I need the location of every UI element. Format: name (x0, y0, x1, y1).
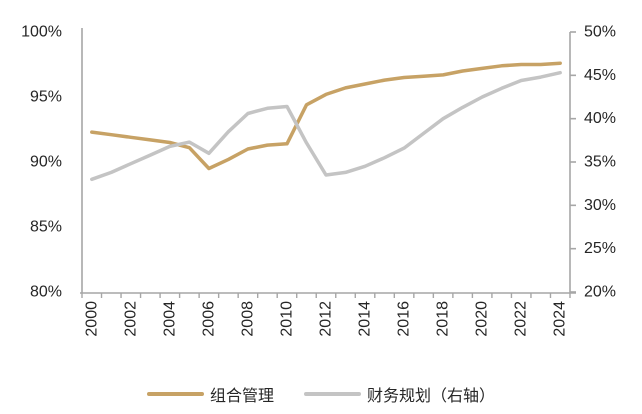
series-line-financial-planning (90, 70, 562, 182)
left-axis-tick-label: 90% (30, 154, 62, 171)
x-axis-tick-label: 2018 (435, 301, 452, 337)
x-axis-tick-label: 2004 (161, 301, 178, 337)
legend-label-portfolio: 组合管理 (209, 388, 274, 405)
x-axis-tick-label: 2006 (200, 301, 217, 337)
series-line-portfolio (90, 61, 562, 171)
right-axis-tick-label: 40% (584, 110, 616, 127)
x-axis-tick-label: 2016 (396, 301, 413, 337)
x-axis-tick-label: 2024 (552, 301, 569, 337)
chart-legend: 组合管理 财务规划（右轴） (0, 382, 642, 406)
left-axis-tick-label: 85% (30, 219, 62, 236)
x-axis-tick-label: 2000 (83, 301, 100, 337)
left-axis-tick-label: 100% (21, 24, 62, 41)
x-axis-tick-label: 2022 (513, 301, 530, 337)
right-axis-tick-label: 25% (584, 240, 616, 257)
x-axis-tick-label: 2014 (357, 301, 374, 337)
legend-item-portfolio: 组合管理 (146, 382, 274, 406)
x-axis-tick-label: 2008 (239, 301, 256, 337)
x-axis-tick-label: 2012 (318, 301, 335, 337)
right-axis-tick-label: 50% (584, 24, 616, 41)
right-axis-tick-label: 45% (584, 67, 616, 84)
right-axis-tick-label: 30% (584, 197, 616, 214)
gray-line-swatch-icon (304, 392, 361, 396)
right-axis-tick-label: 35% (584, 154, 616, 171)
legend-label-financial-planning: 财务规划（右轴） (367, 388, 496, 405)
x-axis-tick-label: 2020 (474, 301, 491, 337)
left-axis-tick-label: 95% (30, 89, 62, 106)
right-axis-tick-label: 20% (584, 284, 616, 301)
left-axis-tick-label: 80% (30, 284, 62, 301)
x-axis-tick-label: 2010 (278, 301, 295, 337)
x-axis-tick-label: 2002 (122, 301, 139, 337)
gold-line-swatch-icon (146, 392, 204, 396)
legend-item-financial-planning: 财务规划（右轴） (304, 382, 495, 406)
